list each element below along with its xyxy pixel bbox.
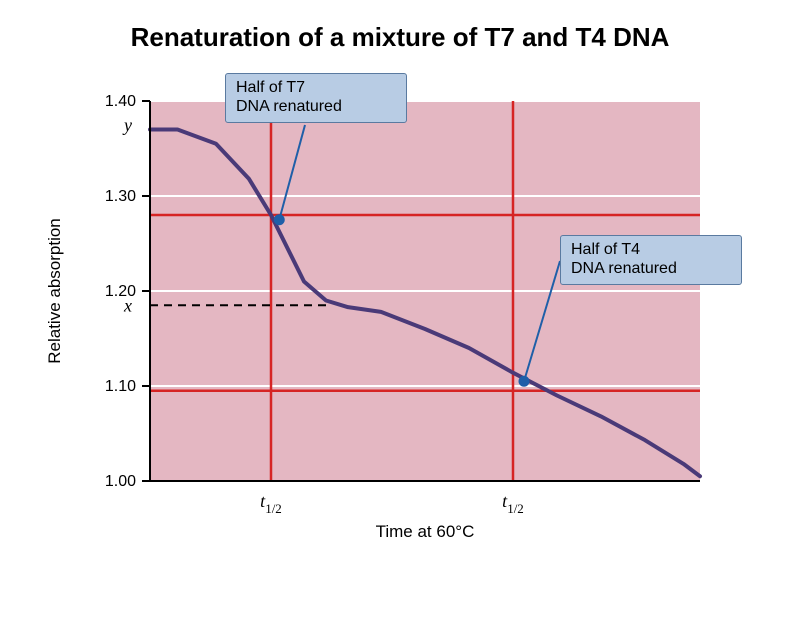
chart-area: 1.001.101.201.301.40yxt1/2t1/2Time at 60… [0, 61, 800, 581]
page-title: Renaturation of a mixture of T7 and T4 D… [0, 22, 800, 53]
callout-t7-line2: DNA renatured [236, 97, 396, 116]
callout-t7-line1: Half of T7 [236, 78, 396, 97]
svg-text:t1/2: t1/2 [260, 491, 282, 516]
svg-text:y: y [122, 115, 132, 135]
svg-text:t1/2: t1/2 [502, 491, 524, 516]
svg-text:x: x [123, 295, 132, 315]
callout-t4: Half of T4 DNA renatured [560, 235, 742, 285]
svg-text:1.40: 1.40 [105, 93, 136, 110]
callout-t7: Half of T7 DNA renatured [225, 73, 407, 123]
svg-text:1.10: 1.10 [105, 378, 136, 395]
svg-text:Relative absorption: Relative absorption [45, 218, 64, 364]
svg-text:1.00: 1.00 [105, 473, 136, 490]
chart-svg: 1.001.101.201.301.40yxt1/2t1/2Time at 60… [0, 61, 800, 581]
callout-t4-line1: Half of T4 [571, 240, 731, 259]
svg-text:1.30: 1.30 [105, 188, 136, 205]
callout-t4-line2: DNA renatured [571, 259, 731, 278]
svg-text:Time at 60°C: Time at 60°C [376, 522, 475, 541]
